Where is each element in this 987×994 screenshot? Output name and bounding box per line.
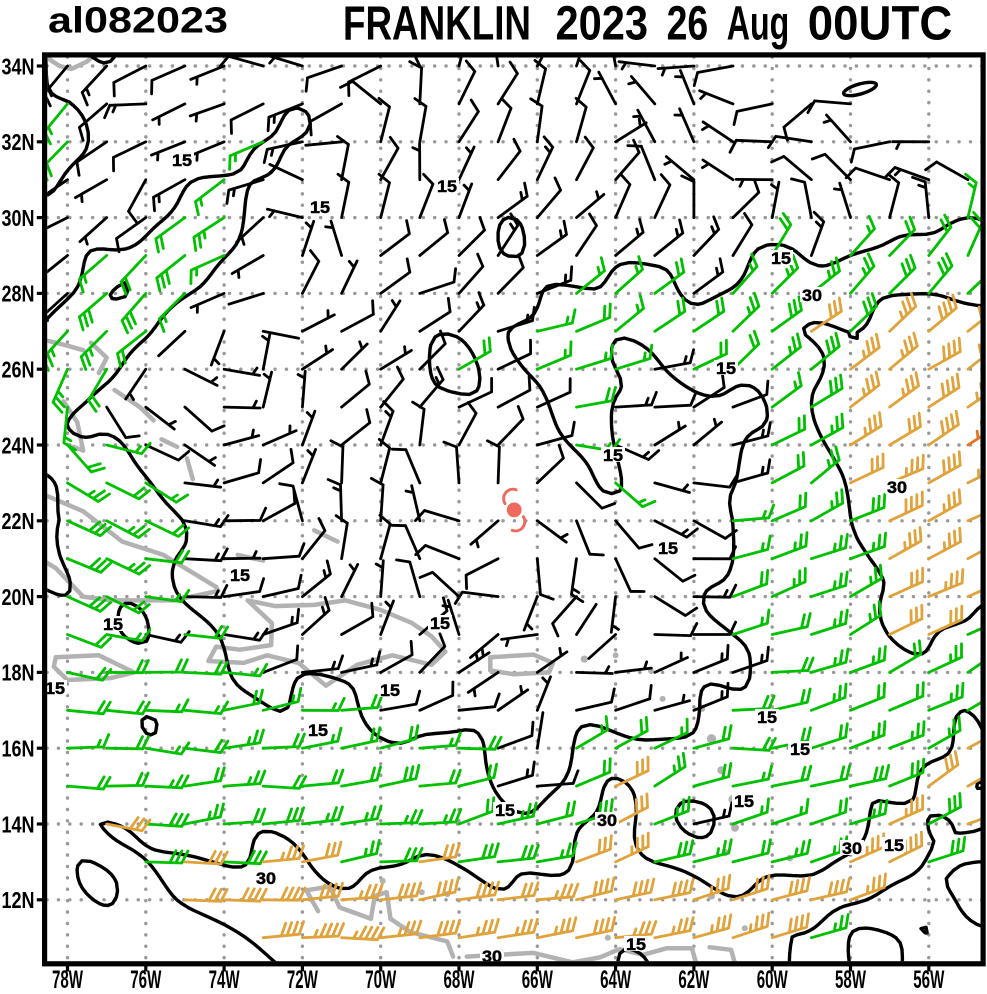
svg-text:15: 15: [771, 249, 791, 268]
svg-text:15: 15: [658, 539, 678, 558]
svg-text:15: 15: [495, 801, 515, 820]
svg-text:60W: 60W: [757, 966, 788, 989]
svg-text:32N: 32N: [2, 129, 35, 155]
svg-text:24N: 24N: [2, 432, 35, 458]
svg-text:64W: 64W: [600, 966, 631, 989]
svg-text:28N: 28N: [2, 281, 35, 307]
svg-text:15: 15: [430, 614, 450, 633]
svg-text:15: 15: [230, 566, 250, 585]
svg-text:30: 30: [482, 947, 502, 966]
svg-text:00UTC: 00UTC: [808, 0, 953, 51]
svg-text:58W: 58W: [835, 966, 866, 989]
svg-text:30: 30: [842, 839, 862, 858]
svg-text:15: 15: [757, 708, 777, 727]
svg-text:15: 15: [734, 792, 754, 811]
svg-text:26N: 26N: [2, 357, 35, 383]
svg-text:30N: 30N: [2, 205, 35, 231]
svg-text:Aug: Aug: [727, 0, 790, 51]
svg-text:15: 15: [603, 446, 623, 465]
svg-text:76W: 76W: [130, 966, 161, 989]
svg-text:15: 15: [790, 740, 810, 759]
svg-text:30: 30: [887, 478, 907, 497]
svg-text:20N: 20N: [2, 584, 35, 610]
svg-text:15: 15: [380, 681, 400, 700]
svg-text:18N: 18N: [2, 660, 35, 686]
svg-text:72W: 72W: [287, 966, 318, 989]
svg-text:16N: 16N: [2, 736, 35, 762]
svg-text:14N: 14N: [2, 811, 35, 837]
svg-text:15: 15: [716, 359, 736, 378]
svg-text:68W: 68W: [444, 966, 475, 989]
svg-text:70W: 70W: [365, 966, 396, 989]
svg-text:26: 26: [667, 0, 709, 51]
svg-text:15: 15: [103, 615, 123, 634]
svg-text:15: 15: [626, 935, 646, 954]
svg-text:FRANKLIN: FRANKLIN: [343, 0, 531, 51]
svg-text:15: 15: [884, 836, 904, 855]
svg-text:15: 15: [308, 721, 328, 740]
svg-text:15: 15: [45, 679, 65, 698]
svg-text:22N: 22N: [2, 508, 35, 534]
svg-text:12N: 12N: [2, 887, 35, 913]
svg-text:15: 15: [172, 151, 192, 170]
svg-text:2023: 2023: [556, 0, 649, 51]
svg-text:al082023: al082023: [48, 0, 228, 41]
svg-text:15: 15: [310, 198, 330, 217]
svg-text:62W: 62W: [678, 966, 709, 989]
svg-text:30: 30: [802, 286, 822, 305]
svg-text:74W: 74W: [209, 966, 240, 989]
svg-text:66W: 66W: [522, 966, 553, 989]
svg-text:30: 30: [597, 811, 617, 830]
svg-text:34N: 34N: [2, 53, 35, 79]
svg-text:56W: 56W: [913, 966, 944, 989]
svg-text:78W: 78W: [52, 966, 83, 989]
svg-text:30: 30: [256, 869, 276, 888]
svg-text:15: 15: [437, 177, 457, 196]
